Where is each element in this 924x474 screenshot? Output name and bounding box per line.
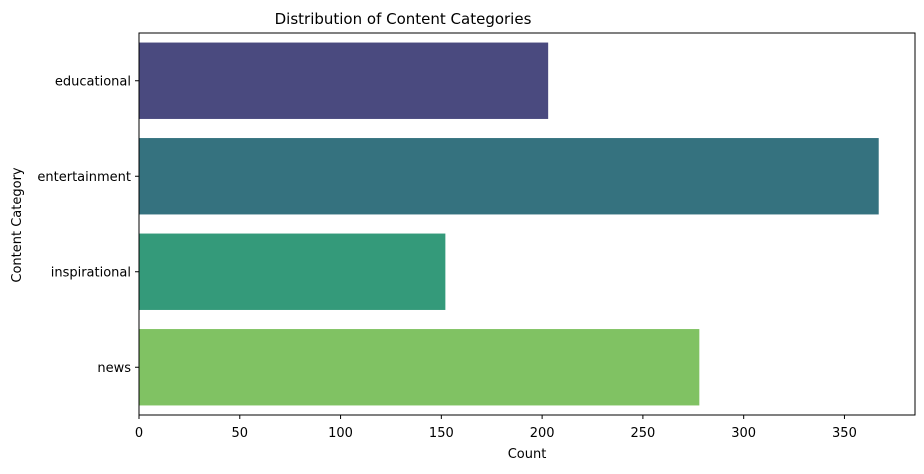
chart-title: Distribution of Content Categories	[275, 10, 532, 28]
x-tick-label: 350	[832, 426, 857, 441]
x-tick-label: 150	[429, 426, 454, 441]
x-axis-label: Count	[508, 447, 547, 462]
bars-group	[139, 42, 879, 406]
y-tick-label: educational	[55, 74, 131, 89]
bar-news	[139, 329, 700, 406]
x-tick-label: 250	[630, 426, 655, 441]
x-tick-label: 50	[232, 426, 249, 441]
bar-entertainment	[139, 138, 879, 215]
plot-frame	[138, 32, 916, 416]
x-tick-label: 300	[731, 426, 756, 441]
x-tick-label: 0	[135, 426, 143, 441]
bar-inspirational	[139, 233, 446, 310]
x-tick-label: 100	[328, 426, 353, 441]
x-ticks-group: 0 50 100 150 200 250 300 350	[135, 415, 857, 441]
y-tick-label: news	[97, 361, 131, 376]
bar-educational	[139, 42, 549, 119]
y-tick-label: entertainment	[37, 170, 131, 185]
y-tick-label: inspirational	[51, 265, 131, 280]
x-tick-label: 200	[530, 426, 555, 441]
y-axis-label: Content Category	[10, 167, 25, 283]
y-ticks-group: educational entertainment inspirational new…	[37, 74, 139, 376]
